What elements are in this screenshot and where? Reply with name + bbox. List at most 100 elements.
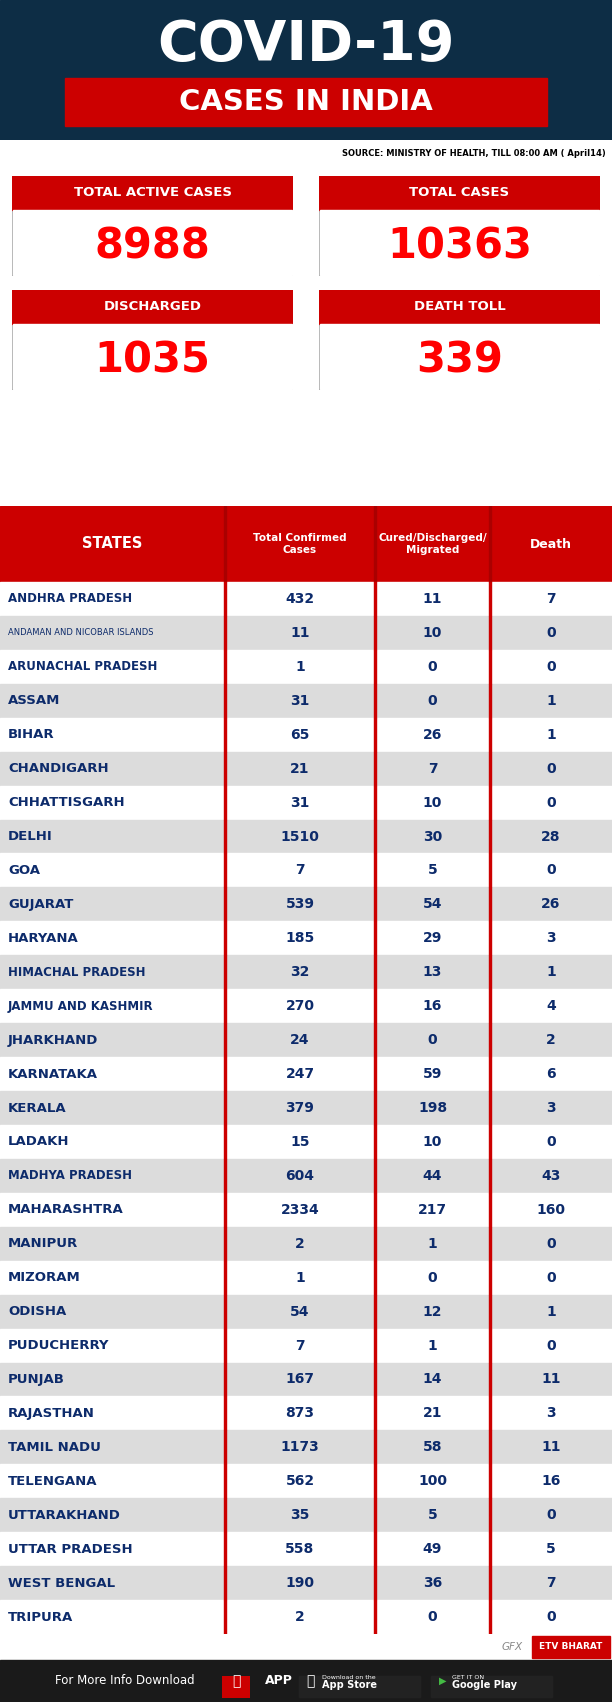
Bar: [374, 650, 376, 684]
Text: 1: 1: [428, 1338, 438, 1353]
Bar: [374, 1091, 376, 1125]
Bar: [0, 1430, 612, 1464]
Bar: [374, 718, 376, 752]
Bar: [0, 989, 612, 1023]
Bar: [0, 1227, 612, 1261]
Text: 0: 0: [546, 795, 556, 810]
Text: 3: 3: [546, 1406, 556, 1421]
Text: 32: 32: [290, 965, 310, 979]
Bar: [0, 505, 612, 582]
Bar: [224, 1193, 226, 1227]
Bar: [489, 1193, 491, 1227]
Bar: [222, 1676, 250, 1699]
Text: MIZORAM: MIZORAM: [8, 1271, 81, 1285]
Text: RAJASTHAN: RAJASTHAN: [8, 1408, 95, 1419]
Text: 160: 160: [537, 1203, 565, 1217]
Bar: [374, 616, 376, 650]
Bar: [224, 955, 226, 989]
Bar: [12, 175, 293, 209]
Bar: [0, 786, 612, 820]
Text: 0: 0: [546, 1338, 556, 1353]
Text: CHANDIGARH: CHANDIGARH: [8, 762, 108, 774]
Bar: [0, 853, 612, 887]
Bar: [374, 1295, 376, 1329]
Bar: [374, 505, 376, 582]
Bar: [65, 78, 547, 126]
Text: 14: 14: [423, 1372, 442, 1387]
Bar: [489, 1159, 491, 1193]
Bar: [489, 1023, 491, 1057]
Text: 0: 0: [546, 626, 556, 640]
Bar: [489, 1430, 491, 1464]
Bar: [489, 1329, 491, 1363]
Text: 54: 54: [423, 897, 442, 911]
Text: 873: 873: [286, 1406, 315, 1421]
Bar: [0, 1261, 612, 1295]
Bar: [374, 1261, 376, 1295]
Text: 21: 21: [290, 762, 310, 776]
Bar: [374, 820, 376, 853]
Text: DEATH TOLL: DEATH TOLL: [414, 301, 506, 313]
Text: 1035: 1035: [95, 340, 211, 381]
Bar: [224, 1261, 226, 1295]
Text: 1: 1: [428, 1237, 438, 1251]
Bar: [224, 853, 226, 887]
Bar: [489, 820, 491, 853]
Bar: [374, 1227, 376, 1261]
Text: 29: 29: [423, 931, 442, 945]
Bar: [374, 1430, 376, 1464]
Text: Cured/Discharged/
Migrated: Cured/Discharged/ Migrated: [378, 533, 487, 555]
Bar: [12, 289, 293, 323]
Text: 339: 339: [416, 340, 503, 381]
Bar: [0, 1600, 612, 1634]
Text: 2334: 2334: [281, 1203, 319, 1217]
Text: 185: 185: [285, 931, 315, 945]
Text: DELHI: DELHI: [8, 831, 53, 842]
Bar: [0, 1159, 612, 1193]
Text: 2: 2: [295, 1610, 305, 1624]
Bar: [0, 650, 612, 684]
Bar: [0, 1193, 612, 1227]
Text: Ⓔ: Ⓔ: [232, 1675, 240, 1688]
Text: 1: 1: [295, 1271, 305, 1285]
Bar: [374, 1159, 376, 1193]
Text: Download on the: Download on the: [322, 1675, 376, 1680]
Bar: [489, 1363, 491, 1396]
Bar: [489, 1057, 491, 1091]
Bar: [224, 1295, 226, 1329]
Text: App Store: App Store: [322, 1680, 377, 1690]
Text: 1: 1: [546, 1305, 556, 1319]
Bar: [374, 684, 376, 718]
Text: 10: 10: [423, 795, 442, 810]
Bar: [0, 1091, 612, 1125]
Text: 7: 7: [295, 863, 305, 878]
Text: 0: 0: [546, 1135, 556, 1149]
Text: 11: 11: [541, 1440, 561, 1454]
Bar: [0, 1295, 612, 1329]
Bar: [320, 209, 599, 276]
Text: 7: 7: [546, 1576, 556, 1590]
Text: 0: 0: [546, 1610, 556, 1624]
Text: 11: 11: [290, 626, 310, 640]
Bar: [224, 582, 226, 616]
Bar: [489, 1532, 491, 1566]
Bar: [489, 1498, 491, 1532]
Bar: [489, 718, 491, 752]
Text: 7: 7: [295, 1338, 305, 1353]
Bar: [374, 582, 376, 616]
Bar: [224, 1363, 226, 1396]
Text: 0: 0: [546, 660, 556, 674]
Text: TELENGANA: TELENGANA: [8, 1476, 97, 1488]
Text: 0: 0: [546, 1508, 556, 1522]
Text: CASES IN INDIA: CASES IN INDIA: [179, 89, 433, 116]
Text: 65: 65: [290, 728, 310, 742]
Bar: [489, 582, 491, 616]
Text: 15: 15: [290, 1135, 310, 1149]
Bar: [0, 1659, 612, 1702]
Bar: [374, 1363, 376, 1396]
Text: MANIPUR: MANIPUR: [8, 1237, 78, 1251]
Bar: [0, 1329, 612, 1363]
Text: 12: 12: [423, 1305, 442, 1319]
Text: 58: 58: [423, 1440, 442, 1454]
Text: MAHARASHTRA: MAHARASHTRA: [8, 1203, 124, 1217]
